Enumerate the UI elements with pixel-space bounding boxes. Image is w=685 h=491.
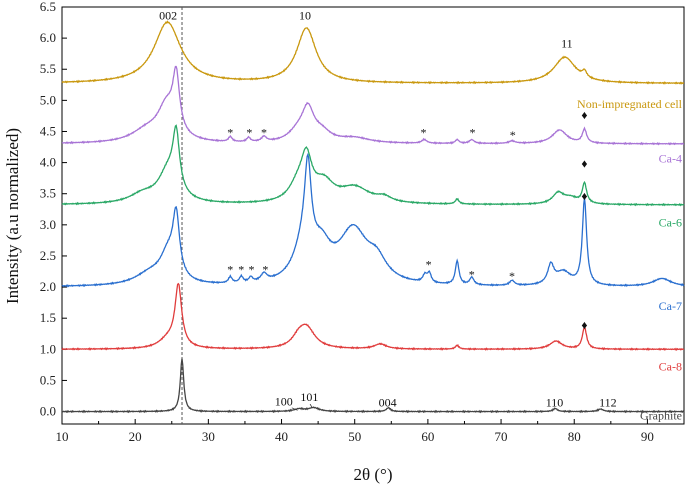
series-label: Ca-4 xyxy=(659,152,682,166)
x-tick-label: 60 xyxy=(421,429,434,444)
peak-annotation: 002 xyxy=(159,8,177,22)
y-tick-label: 0.5 xyxy=(40,372,56,387)
peak-annotation: 100 xyxy=(275,394,293,408)
y-tick-label: 4.5 xyxy=(40,123,56,138)
series-line-non-impregnated-cell xyxy=(61,20,685,85)
asterisk-marker: * xyxy=(261,125,267,139)
y-tick-label: 5.5 xyxy=(40,61,56,76)
diamond-marker: ♦ xyxy=(581,189,587,203)
asterisk-marker: * xyxy=(510,128,516,142)
peak-annotation: 10 xyxy=(299,8,311,22)
y-tick-label: 3.0 xyxy=(40,217,56,232)
leader-line xyxy=(309,403,313,409)
x-axis-title: 2θ (°) xyxy=(353,465,392,484)
asterisk-marker: * xyxy=(470,125,476,139)
asterisk-marker: * xyxy=(426,257,432,271)
y-axis-title: Intensity (a.u normalized) xyxy=(3,128,22,304)
x-tick-label: 80 xyxy=(568,429,581,444)
diamond-marker: ♦ xyxy=(581,318,587,332)
diamond-marker: ♦ xyxy=(581,157,587,171)
x-tick-label: 40 xyxy=(275,429,288,444)
y-tick-label: 2.0 xyxy=(40,279,56,294)
series-label: Ca-8 xyxy=(659,359,682,373)
x-tick-label: 30 xyxy=(202,429,215,444)
asterisk-marker: * xyxy=(249,262,255,276)
asterisk-marker: * xyxy=(509,269,515,283)
asterisk-marker: * xyxy=(238,262,244,276)
series-line-ca-6 xyxy=(61,124,685,207)
x-tick-label: 20 xyxy=(129,429,142,444)
series-label: Graphite xyxy=(640,409,682,423)
series-label: Ca-6 xyxy=(659,216,682,230)
asterisk-marker: * xyxy=(227,262,233,276)
diamond-marker: ♦ xyxy=(581,108,587,122)
x-tick-label: 10 xyxy=(56,429,69,444)
plot-area xyxy=(61,6,685,425)
y-tick-label: 1.5 xyxy=(40,310,56,325)
peak-annotation: 112 xyxy=(599,396,617,410)
series-line-ca-8 xyxy=(61,282,685,352)
peak-annotation: 101 xyxy=(300,390,318,404)
x-tick-label: 50 xyxy=(348,429,361,444)
series-line-ca-4 xyxy=(61,65,685,146)
asterisk-marker: * xyxy=(469,267,475,281)
x-tick-label: 70 xyxy=(495,429,508,444)
peak-annotation: 004 xyxy=(379,396,397,410)
y-tick-label: 2.5 xyxy=(40,248,56,263)
y-tick-label: 1.0 xyxy=(40,341,56,356)
x-tick-label: 90 xyxy=(641,429,654,444)
asterisk-marker: * xyxy=(227,125,233,139)
series-label: Non-impregnated cell xyxy=(577,97,683,111)
y-tick-label: 6.5 xyxy=(40,0,56,14)
peak-annotation: 110 xyxy=(546,396,564,410)
y-tick-label: 3.5 xyxy=(40,186,56,201)
asterisk-marker: * xyxy=(262,262,268,276)
series-label: Ca-7 xyxy=(659,299,682,313)
peak-annotation: 11 xyxy=(561,36,573,50)
asterisk-marker: * xyxy=(246,125,252,139)
asterisk-marker: * xyxy=(420,125,426,139)
y-tick-label: 5.0 xyxy=(40,92,56,107)
y-tick-label: 6.0 xyxy=(40,30,56,45)
leader-line xyxy=(291,407,298,411)
series-line-ca-7 xyxy=(61,152,685,288)
series-line-graphite xyxy=(61,358,685,414)
y-tick-label: 0.0 xyxy=(40,404,56,419)
y-tick-label: 4.0 xyxy=(40,155,56,170)
